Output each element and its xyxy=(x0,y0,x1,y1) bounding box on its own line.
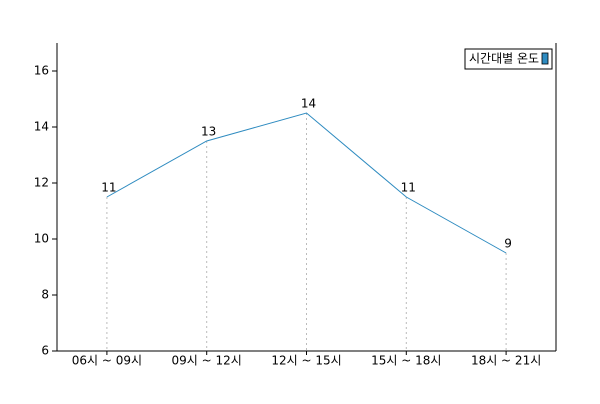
data-label: 9 xyxy=(504,237,512,251)
x-tick-label: 06시 ~ 09시 xyxy=(72,354,142,368)
x-tick-label: 18시 ~ 21시 xyxy=(471,354,541,368)
legend-box xyxy=(464,48,553,70)
data-label: 11 xyxy=(401,181,416,195)
x-tick-label: 09시 ~ 12시 xyxy=(172,354,242,368)
y-tick-label: 6 xyxy=(41,344,49,358)
series-line xyxy=(106,112,507,254)
legend-swatch xyxy=(541,52,549,65)
y-tick-label: 10 xyxy=(34,232,49,246)
legend-label: 시간대별 온도 xyxy=(469,52,539,66)
data-label: 11 xyxy=(101,181,116,195)
data-label: 14 xyxy=(301,97,316,111)
y-tick-label: 14 xyxy=(34,120,49,134)
y-tick-label: 8 xyxy=(41,288,49,302)
data-label: 13 xyxy=(201,125,216,139)
y-tick-label: 16 xyxy=(34,64,49,78)
x-tick-label: 15시 ~ 18시 xyxy=(371,354,441,368)
y-tick-label: 12 xyxy=(34,176,49,190)
legend: 시간대별 온도 xyxy=(464,48,553,70)
x-tick-label: 12시 ~ 15시 xyxy=(271,354,341,368)
